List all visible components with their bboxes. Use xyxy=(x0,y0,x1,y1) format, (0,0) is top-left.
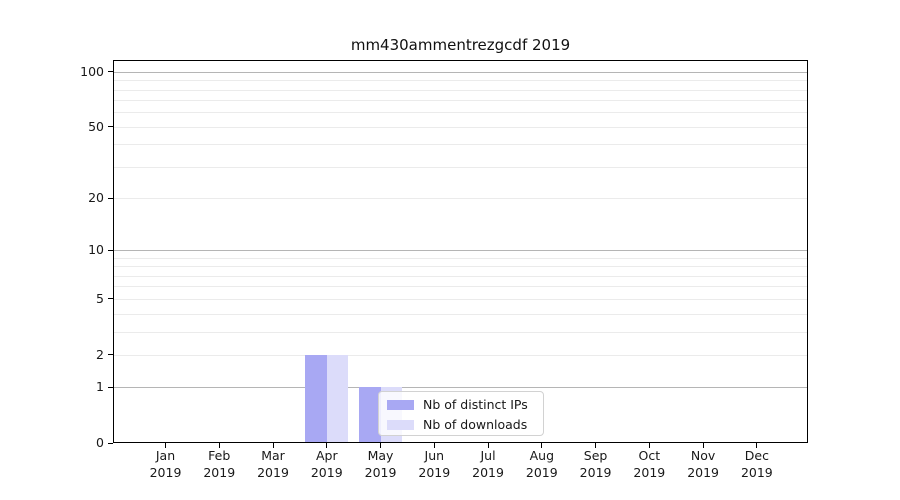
y-tick-label: 50 xyxy=(88,118,104,134)
x-axis-tick xyxy=(487,443,489,448)
gridline-minor xyxy=(114,331,807,333)
x-axis-tick xyxy=(272,443,274,448)
x-axis-tick xyxy=(702,443,704,448)
x-tick-year: 2019 xyxy=(633,464,666,480)
x-tick-label: Aug 2019 xyxy=(512,448,572,481)
y-axis-tick xyxy=(108,386,113,388)
gridline-minor xyxy=(114,126,807,128)
gridline-minor xyxy=(114,313,807,315)
x-tick-year: 2019 xyxy=(472,464,504,480)
gridline-minor xyxy=(114,286,807,288)
plot-area xyxy=(113,60,808,443)
legend-swatch-downloads xyxy=(387,419,414,430)
gridline-major xyxy=(114,71,807,73)
x-tick-label: Jul 2019 xyxy=(458,448,518,481)
legend-label-distinct-ips: Nb of distinct IPs xyxy=(423,397,528,412)
gridline-minor xyxy=(114,354,807,356)
gridline-minor xyxy=(114,112,807,114)
gridline-minor xyxy=(114,80,807,82)
y-axis-tick xyxy=(108,249,113,251)
x-tick-label: Jun 2019 xyxy=(404,448,464,481)
x-tick-month: Oct xyxy=(638,448,661,463)
y-tick-label: 2 xyxy=(96,346,104,362)
x-tick-month: Feb xyxy=(208,448,231,463)
y-axis-tick xyxy=(108,126,113,128)
y-tick-label: 100 xyxy=(80,63,104,79)
x-axis-tick xyxy=(380,443,382,448)
legend-label-downloads: Nb of downloads xyxy=(423,417,528,432)
y-tick-label: 5 xyxy=(96,290,104,306)
y-tick-label: 0 xyxy=(96,435,104,450)
x-axis-tick xyxy=(326,443,328,448)
gridline-minor xyxy=(114,100,807,102)
x-axis-tick xyxy=(165,443,166,448)
y-axis-tick xyxy=(108,442,113,444)
x-tick-label: Apr 2019 xyxy=(297,448,357,481)
gridline-minor xyxy=(114,266,807,268)
x-tick-month: Aug xyxy=(529,448,555,463)
legend-swatch-distinct-ips xyxy=(387,399,414,410)
x-tick-year: 2019 xyxy=(579,464,612,480)
x-tick-label: Oct 2019 xyxy=(619,448,679,481)
gridline-minor xyxy=(114,198,807,200)
bar-nb-of-distinct-ips-apr xyxy=(305,354,327,442)
x-tick-year: 2019 xyxy=(310,464,343,480)
gridline-minor xyxy=(114,257,807,259)
x-tick-year: 2019 xyxy=(687,464,719,480)
x-tick-month: Nov xyxy=(690,448,716,463)
gridline-minor xyxy=(114,144,807,146)
x-tick-month: Dec xyxy=(744,448,769,463)
x-tick-month: Jul xyxy=(480,448,496,463)
gridline-major xyxy=(114,387,807,389)
x-tick-label: Nov 2019 xyxy=(673,448,733,481)
x-tick-label: Sep 2019 xyxy=(566,448,626,481)
y-axis-tick xyxy=(108,298,113,300)
x-tick-year: 2019 xyxy=(525,464,558,480)
x-tick-month: Mar xyxy=(261,448,285,463)
x-tick-month: Sep xyxy=(583,448,608,463)
bar-nb-of-distinct-ips-may xyxy=(359,387,381,442)
x-axis-tick xyxy=(648,443,650,448)
x-tick-year: 2019 xyxy=(149,464,182,480)
x-tick-month: Jan xyxy=(155,448,176,463)
gridline-minor xyxy=(114,298,807,300)
x-tick-year: 2019 xyxy=(740,464,773,480)
gridline-minor xyxy=(114,275,807,277)
legend-row-distinct-ips: Nb of distinct IPs xyxy=(379,395,543,415)
x-tick-label: May 2019 xyxy=(351,448,411,481)
x-tick-year: 2019 xyxy=(203,464,236,480)
x-tick-month: May xyxy=(367,448,394,463)
y-tick-label: 1 xyxy=(96,379,104,395)
x-tick-label: Jan 2019 xyxy=(136,448,196,481)
chart-title: mm430ammentrezgcdf 2019 xyxy=(350,36,571,54)
x-tick-month: Jun xyxy=(424,448,445,463)
x-tick-label: Mar 2019 xyxy=(243,448,303,481)
x-tick-year: 2019 xyxy=(364,464,397,480)
gridline-minor xyxy=(114,89,807,91)
x-tick-year: 2019 xyxy=(257,464,289,480)
y-tick-label: 20 xyxy=(88,190,104,206)
x-axis-tick xyxy=(756,443,758,448)
gridline-minor xyxy=(114,166,807,168)
y-tick-label: 10 xyxy=(88,242,104,258)
legend: Nb of distinct IPs Nb of downloads xyxy=(378,391,544,436)
legend-row-downloads: Nb of downloads xyxy=(379,415,543,435)
x-tick-month: Apr xyxy=(315,448,338,463)
bar-nb-of-downloads-apr xyxy=(326,354,349,442)
y-axis-tick xyxy=(108,354,113,356)
x-axis-tick xyxy=(218,443,220,448)
x-tick-label: Dec 2019 xyxy=(727,448,787,481)
x-tick-label: Feb 2019 xyxy=(189,448,249,481)
x-tick-year: 2019 xyxy=(418,464,451,480)
y-axis-tick xyxy=(108,71,113,73)
x-axis-tick xyxy=(595,443,597,448)
y-axis-tick xyxy=(108,197,113,199)
x-axis-tick xyxy=(541,443,543,448)
x-axis-tick xyxy=(433,443,435,448)
gridline-major xyxy=(114,250,807,252)
